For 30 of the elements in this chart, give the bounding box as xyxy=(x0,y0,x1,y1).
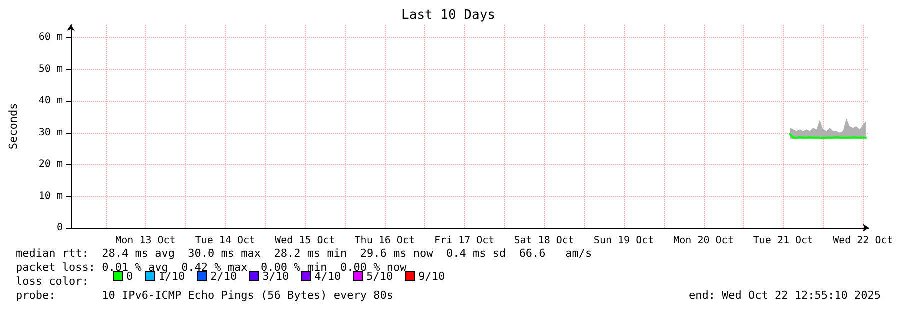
x-tick-label: Sun 19 Oct xyxy=(594,236,654,246)
chart-title: Last 10 Days xyxy=(402,8,496,23)
text: probe: 10 IPv6-ICMP Echo Pings (56 Bytes) every 80s xyxy=(16,289,394,302)
legend-title: loss color: xyxy=(16,275,89,288)
legend-label: 9/10 xyxy=(418,270,446,283)
x-tick-label: Mon 20 Oct xyxy=(674,236,734,246)
legend-label: 4/10 xyxy=(314,270,342,283)
x-tick-label: Thu 16 Oct xyxy=(354,236,415,246)
x-tick-label: Sat 18 Oct xyxy=(514,236,574,246)
legend-label: 3/10 xyxy=(262,270,290,283)
y-tick-label: 40 m xyxy=(38,96,63,107)
y-tick-label: 20 m xyxy=(38,159,63,170)
legend-label: 5/10 xyxy=(366,270,394,283)
y-tick-label: 30 m xyxy=(38,127,63,138)
y-tick-label: 0 xyxy=(56,222,63,234)
x-tick-label: Mon 13 Oct xyxy=(116,236,176,246)
y-tick-label: 50 m xyxy=(38,64,63,75)
x-tick-label: Fri 17 Oct xyxy=(434,236,495,246)
x-tick-label: Wed 15 Oct xyxy=(275,236,336,246)
legend-label: 0 xyxy=(126,270,134,283)
x-tick-label: Tue 21 Oct xyxy=(753,236,814,246)
y-tick-label: 10 m xyxy=(38,190,63,202)
legend-label: 1/10 xyxy=(158,270,186,283)
text: median rtt: 28.4 ms avg 30.0 ms max 28.2 ms min 29.6 ms now 0.4 ms sd 66.6 am/s xyxy=(16,247,592,260)
x-tick-label: Wed 22 Oct xyxy=(833,236,894,246)
x-tick-label: Tue 14 Oct xyxy=(195,236,256,246)
text: end: Wed Oct 22 12:55:10 2025 xyxy=(688,289,882,302)
y-tick-label: 60 m xyxy=(38,32,63,44)
y-axis-title: Seconds xyxy=(7,103,20,150)
legend-label: 2/10 xyxy=(210,270,238,283)
